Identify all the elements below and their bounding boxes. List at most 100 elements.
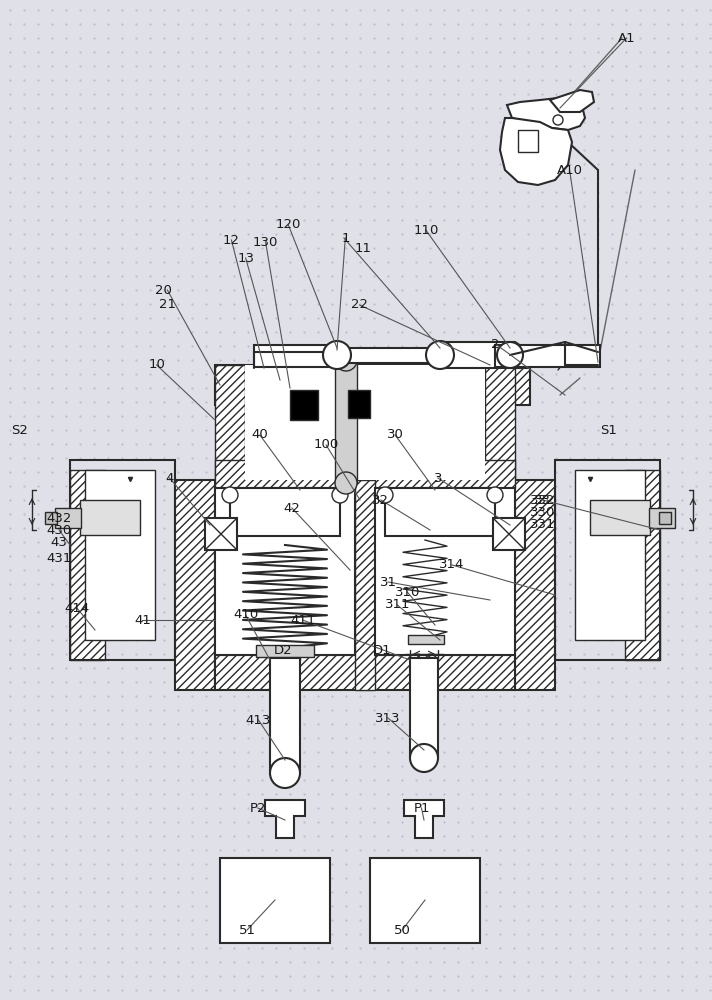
Text: S2: S2	[11, 424, 28, 436]
Text: P2: P2	[249, 802, 266, 814]
Circle shape	[323, 341, 351, 369]
Text: 4: 4	[165, 472, 174, 485]
Text: 430: 430	[46, 524, 72, 536]
Bar	[80, 500, 140, 535]
Text: 30: 30	[387, 428, 404, 442]
Polygon shape	[440, 342, 530, 368]
Text: 414: 414	[64, 601, 90, 614]
Text: 32: 32	[372, 493, 389, 506]
Bar	[220, 858, 330, 943]
Bar	[625, 470, 660, 660]
Circle shape	[497, 342, 523, 368]
Circle shape	[553, 115, 563, 125]
Bar	[355, 480, 375, 690]
Bar	[70, 470, 105, 660]
Bar	[649, 508, 675, 528]
Polygon shape	[404, 800, 444, 838]
Text: 21: 21	[159, 298, 176, 312]
Text: 120: 120	[276, 219, 301, 232]
Circle shape	[222, 487, 238, 503]
Text: A1: A1	[618, 31, 635, 44]
Polygon shape	[507, 98, 585, 130]
Bar	[335, 358, 357, 483]
Bar	[493, 518, 525, 550]
Bar	[270, 658, 300, 773]
Circle shape	[410, 744, 438, 772]
Circle shape	[377, 487, 393, 503]
Bar	[215, 488, 355, 655]
Text: 332: 332	[530, 493, 555, 506]
Bar	[385, 488, 495, 536]
Bar	[659, 512, 671, 524]
Bar	[254, 345, 339, 367]
Text: 330: 330	[530, 506, 555, 518]
Bar	[575, 470, 645, 640]
Text: 431: 431	[46, 552, 72, 564]
Text: 12: 12	[223, 233, 240, 246]
Bar	[45, 512, 57, 524]
Text: 20: 20	[155, 284, 172, 296]
Text: 3: 3	[434, 472, 442, 485]
Polygon shape	[500, 118, 572, 185]
Text: 40: 40	[251, 428, 268, 442]
Text: 110: 110	[413, 224, 439, 236]
Circle shape	[332, 487, 348, 503]
Text: 22: 22	[351, 298, 368, 312]
Bar	[485, 365, 515, 480]
Text: 331: 331	[530, 518, 555, 532]
Text: 411: 411	[290, 613, 315, 626]
Circle shape	[335, 349, 357, 371]
Polygon shape	[265, 800, 305, 838]
Text: 432: 432	[46, 512, 72, 524]
Text: 33: 33	[534, 493, 551, 506]
Bar	[495, 345, 600, 367]
Bar	[85, 470, 155, 640]
Text: 314: 314	[439, 558, 465, 572]
Bar	[518, 130, 538, 152]
Text: 51: 51	[239, 924, 256, 936]
Circle shape	[487, 487, 503, 503]
Bar	[245, 365, 485, 480]
Bar	[205, 518, 237, 550]
Bar	[370, 858, 480, 943]
Text: 43: 43	[51, 536, 68, 550]
Bar	[215, 460, 515, 488]
Text: 31: 31	[379, 576, 397, 588]
Text: 311: 311	[384, 598, 410, 611]
Bar	[70, 460, 175, 660]
Bar	[590, 500, 650, 535]
Text: 410: 410	[233, 608, 258, 621]
Text: 50: 50	[394, 924, 411, 936]
Text: A10: A10	[557, 163, 582, 176]
Text: 13: 13	[237, 251, 254, 264]
Text: 2: 2	[491, 338, 499, 352]
Text: 100: 100	[313, 438, 339, 452]
Bar	[410, 658, 438, 758]
Bar	[408, 635, 444, 644]
Text: 42: 42	[283, 502, 300, 514]
Circle shape	[426, 341, 454, 369]
Bar	[256, 645, 314, 657]
Bar	[175, 480, 215, 690]
Bar	[555, 460, 660, 660]
Text: 310: 310	[394, 585, 420, 598]
Bar	[375, 488, 515, 655]
Bar	[290, 390, 318, 420]
Text: 313: 313	[375, 712, 401, 724]
Text: 413: 413	[246, 714, 271, 726]
Text: S1: S1	[600, 424, 617, 436]
Bar	[230, 488, 340, 536]
Bar	[215, 365, 530, 405]
Bar	[348, 390, 370, 418]
Bar	[55, 508, 81, 528]
Bar	[515, 480, 555, 690]
Text: 41: 41	[134, 613, 151, 626]
Text: D1: D1	[372, 644, 391, 656]
Text: D2: D2	[274, 644, 293, 656]
Bar	[323, 348, 454, 363]
Text: P1: P1	[413, 802, 430, 814]
Polygon shape	[550, 90, 594, 112]
Circle shape	[335, 472, 357, 494]
Circle shape	[270, 758, 300, 788]
Text: 1: 1	[341, 232, 350, 244]
